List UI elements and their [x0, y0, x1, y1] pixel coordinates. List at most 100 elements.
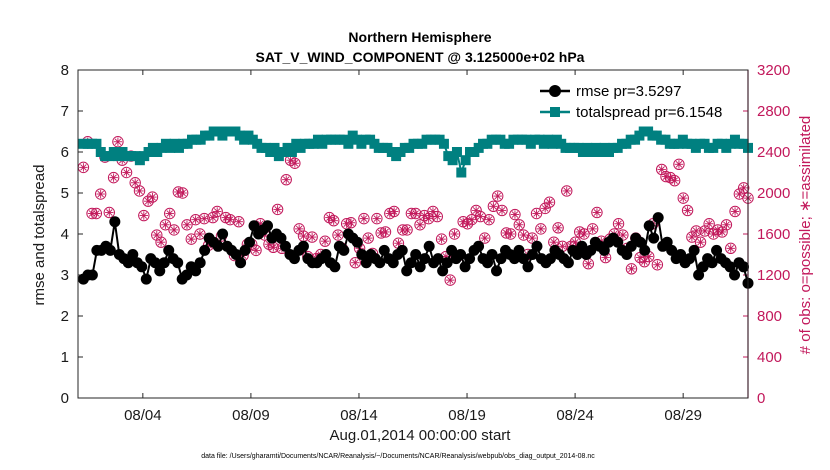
obs-assimilated-point: [225, 215, 235, 224]
obs-assimilated-point: [290, 159, 300, 168]
rmse-point: [423, 240, 435, 252]
obs-assimilated-point: [653, 260, 662, 269]
rmse-point: [414, 261, 426, 273]
rmse-point: [441, 257, 453, 269]
y-tick-label: 8: [61, 62, 69, 79]
x-tick-label: 08/09: [232, 407, 270, 424]
rmse-point: [455, 249, 467, 260]
rmse-point: [508, 253, 520, 265]
obs-possible-point: [586, 223, 599, 235]
obs-assimilated-point: [394, 239, 403, 248]
obs-possible-point: [578, 228, 590, 240]
rmse-point: [432, 253, 444, 265]
rmse-point: [634, 236, 646, 248]
obs-possible-point: [168, 224, 180, 236]
obs-assimilated-point: [165, 209, 174, 218]
obs-assimilated-point: [497, 206, 507, 215]
obs-assimilated-point: [191, 215, 200, 224]
obs-possible-point: [319, 235, 331, 247]
obs-assimilated-point: [329, 216, 338, 225]
rmse-point: [576, 240, 588, 252]
obs-assimilated-point: [696, 238, 705, 247]
obs-assimilated-point: [510, 210, 520, 219]
rmse-point: [230, 249, 242, 260]
rmse-point: [374, 257, 386, 269]
obs-assimilated-point: [195, 229, 205, 239]
obs-assimilated-point: [135, 186, 144, 196]
rmse-point: [217, 228, 229, 240]
obs-assimilated-point: [467, 215, 477, 224]
obs-assimilated-point: [269, 243, 278, 252]
rmse-point: [122, 257, 134, 269]
obs-assimilated-point: [579, 229, 589, 239]
rmse-point: [666, 244, 678, 256]
rmse-point: [495, 253, 507, 265]
obs-possible-point: [94, 188, 107, 200]
rmse-point: [544, 253, 556, 265]
obs-assimilated-point: [325, 213, 334, 222]
rmse-point: [482, 257, 494, 269]
obs-assimilated-point: [545, 198, 554, 207]
obs-assimilated-point: [683, 206, 692, 215]
obs-assimilated-point: [411, 209, 420, 218]
obs-assimilated-point: [178, 188, 187, 198]
obs-assimilated-point: [592, 208, 602, 217]
rmse-point: [513, 244, 525, 256]
obs-assimilated-point: [200, 214, 209, 223]
rmse-point: [158, 257, 170, 269]
x-axis-label: Aug.01,2014 00:00:00 start: [330, 427, 512, 444]
obs-assimilated-point: [717, 227, 727, 237]
obs-assimilated-point: [502, 228, 511, 238]
obs-assimilated-point: [476, 212, 485, 221]
obs-markers: [77, 136, 754, 286]
obs-assimilated-point: [739, 183, 748, 193]
x-tick-label: 08/14: [340, 407, 378, 424]
obs-possible-point: [526, 232, 538, 244]
obs-possible-point: [207, 211, 219, 224]
obs-assimilated-point: [657, 165, 666, 174]
rmse-point: [598, 244, 610, 256]
rmse-point: [621, 249, 633, 260]
obs-possible-point: [306, 231, 318, 243]
obs-assimilated-point: [666, 173, 675, 182]
rmse-point: [522, 261, 534, 273]
rmse-point: [86, 269, 98, 281]
obs-assimilated-point: [156, 238, 166, 247]
obs-assimilated-point: [480, 233, 489, 243]
obs-possible-point: [725, 242, 737, 255]
rmse-point: [648, 232, 660, 244]
obs-possible-point: [435, 233, 448, 245]
y-tick-label: 6: [61, 144, 69, 161]
obs-possible-point: [479, 232, 491, 244]
obs-assimilated-point: [420, 211, 429, 220]
y-right-tick-label: 400: [757, 349, 782, 366]
obs-possible-point: [159, 219, 172, 231]
obs-assimilated-point: [307, 232, 317, 242]
obs-assimilated-point: [251, 246, 261, 255]
obs-possible-point: [280, 173, 292, 186]
obs-possible-point: [250, 244, 262, 257]
totalspread-point: [456, 167, 467, 178]
rmse-point: [517, 253, 529, 265]
x-tick-label: 08/29: [664, 407, 702, 424]
rmse-point: [181, 269, 193, 281]
rmse-point: [675, 249, 687, 260]
obs-assimilated-point: [627, 264, 636, 274]
obs-assimilated-point: [428, 207, 438, 216]
rmse-point: [109, 216, 121, 228]
rmse-point: [275, 232, 287, 244]
totalspread-point: [269, 142, 280, 153]
obs-assimilated-point: [359, 214, 369, 223]
obs-assimilated-point: [273, 205, 282, 214]
y-right-tick-label: 1200: [757, 267, 790, 284]
obs-possible-point: [146, 191, 159, 203]
obs-assimilated-point: [618, 230, 628, 240]
y-tick-label: 3: [61, 267, 69, 284]
obs-possible-point: [703, 218, 715, 230]
obs-assimilated-point: [96, 189, 105, 199]
rmse-point: [688, 244, 700, 256]
obs-assimilated-point: [282, 175, 291, 184]
x-tick-label: 08/24: [556, 407, 594, 424]
obs-assimilated-point: [506, 229, 515, 239]
rmse-point: [239, 244, 251, 256]
